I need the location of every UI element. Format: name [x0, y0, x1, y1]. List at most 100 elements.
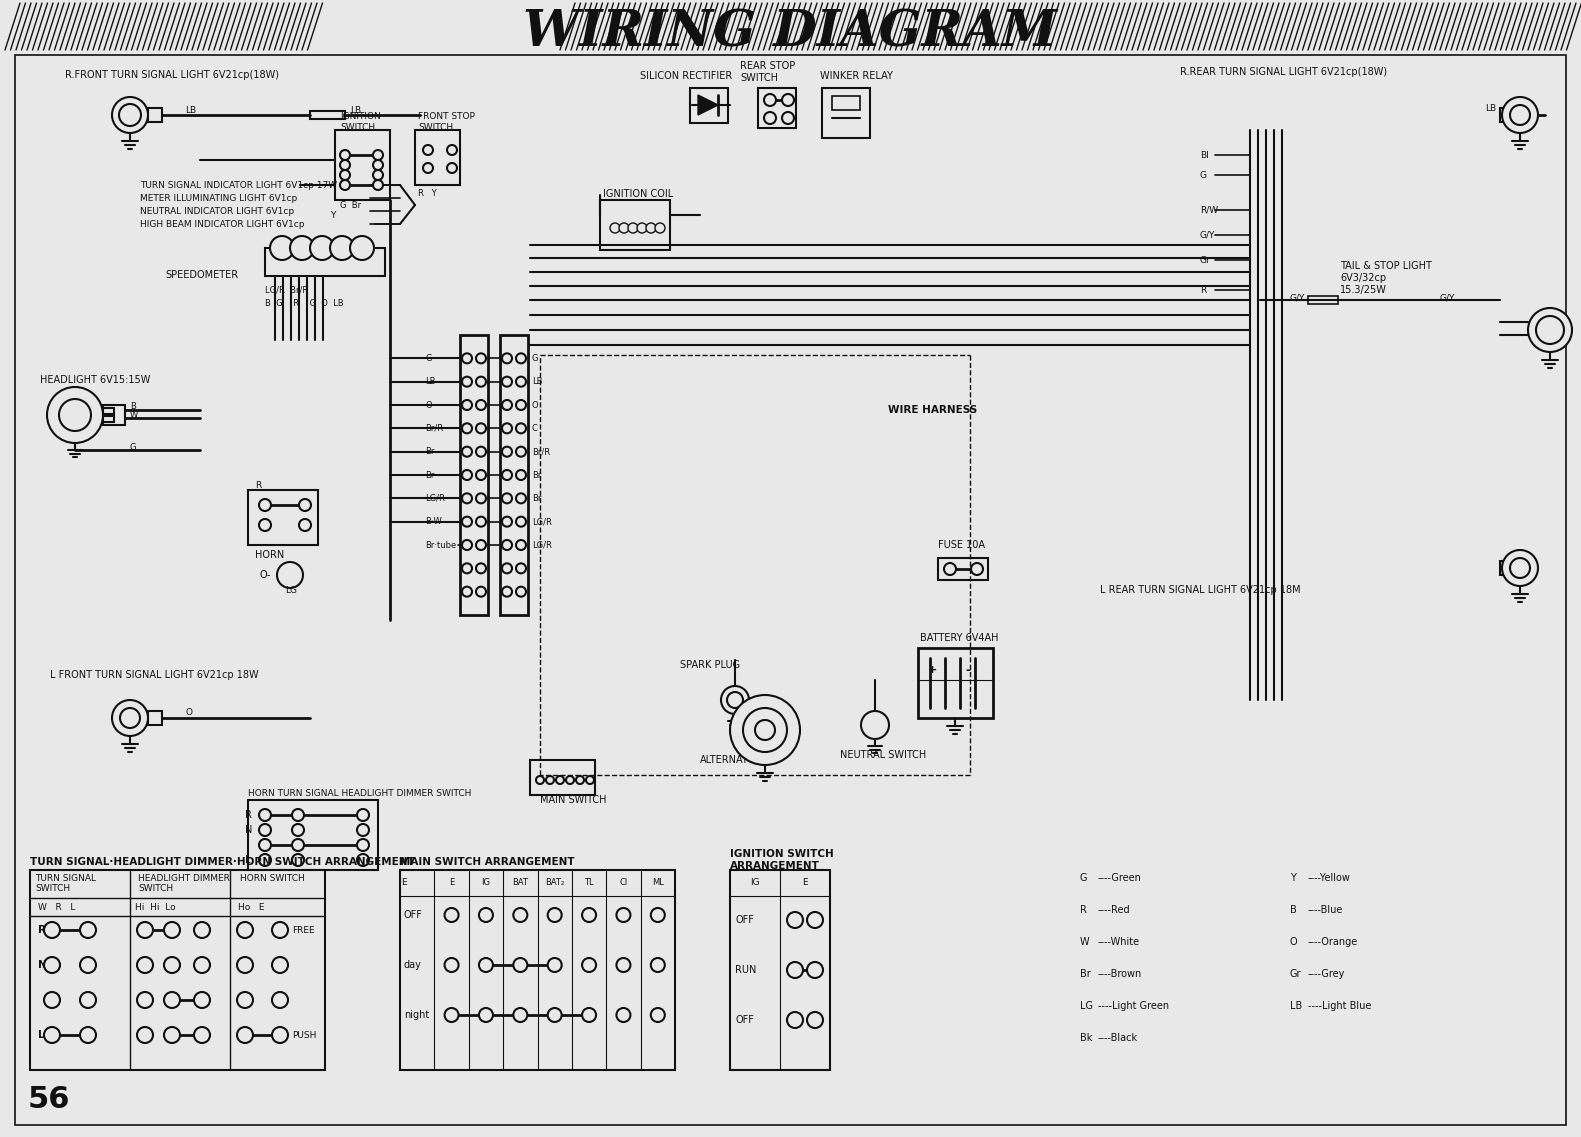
Circle shape	[120, 708, 141, 728]
Circle shape	[515, 354, 526, 364]
Circle shape	[447, 163, 457, 173]
Circle shape	[138, 922, 153, 938]
Circle shape	[582, 1009, 596, 1022]
Circle shape	[272, 1027, 288, 1043]
Text: IG: IG	[751, 878, 760, 887]
Text: Br: Br	[425, 471, 435, 480]
Circle shape	[299, 499, 311, 511]
Text: G: G	[1080, 873, 1088, 883]
Circle shape	[721, 686, 749, 714]
Circle shape	[547, 1009, 561, 1022]
Circle shape	[292, 824, 304, 836]
Circle shape	[479, 908, 493, 922]
Circle shape	[272, 991, 288, 1009]
Circle shape	[237, 922, 253, 938]
Text: O: O	[531, 400, 539, 409]
Text: R/W: R/W	[1200, 206, 1217, 215]
Text: ----Grey: ----Grey	[1307, 969, 1345, 979]
Circle shape	[479, 958, 493, 972]
Text: HEADLIGHT 6V15:15W: HEADLIGHT 6V15:15W	[40, 375, 150, 385]
Circle shape	[617, 908, 631, 922]
Bar	[414, 130, 460, 185]
Circle shape	[575, 775, 583, 785]
Bar	[149, 711, 161, 725]
Text: PUSH: PUSH	[292, 1030, 316, 1039]
Text: -: -	[964, 664, 971, 677]
Text: +: +	[928, 665, 938, 675]
Text: OFF: OFF	[735, 1015, 754, 1024]
Text: LG/R: LG/R	[531, 540, 552, 549]
Circle shape	[444, 908, 458, 922]
Circle shape	[536, 775, 544, 785]
Circle shape	[783, 113, 794, 124]
Circle shape	[194, 922, 210, 938]
Circle shape	[503, 563, 512, 573]
Text: N: N	[245, 825, 253, 835]
Circle shape	[164, 1027, 180, 1043]
Circle shape	[503, 540, 512, 550]
Circle shape	[515, 423, 526, 433]
Text: TURN SIGNAL INDICATOR LIGHT 6V1cp 17W: TURN SIGNAL INDICATOR LIGHT 6V1cp 17W	[141, 181, 337, 190]
Circle shape	[44, 1027, 60, 1043]
Circle shape	[566, 775, 574, 785]
Circle shape	[806, 1012, 824, 1028]
Text: E: E	[802, 878, 808, 887]
Circle shape	[547, 908, 561, 922]
Circle shape	[58, 399, 92, 431]
Circle shape	[514, 908, 528, 922]
Text: 56: 56	[28, 1086, 71, 1114]
Circle shape	[514, 1009, 528, 1022]
Text: BAT: BAT	[512, 878, 528, 887]
Circle shape	[237, 991, 253, 1009]
Text: B: B	[1290, 905, 1296, 915]
Text: R: R	[1200, 285, 1206, 294]
Bar	[601, 200, 670, 250]
Circle shape	[138, 1027, 153, 1043]
Circle shape	[582, 958, 596, 972]
Text: NEUTRAL INDICATOR LIGHT 6V1cp: NEUTRAL INDICATOR LIGHT 6V1cp	[141, 207, 294, 216]
Text: Hi  Hi  Lo: Hi Hi Lo	[134, 903, 175, 912]
Circle shape	[340, 171, 349, 180]
Circle shape	[476, 354, 485, 364]
Text: G: G	[425, 354, 432, 363]
Text: E: E	[449, 878, 454, 887]
Circle shape	[514, 958, 528, 972]
Circle shape	[628, 223, 639, 233]
Text: SPEEDOMETER: SPEEDOMETER	[164, 269, 239, 280]
Text: G: G	[531, 354, 539, 363]
Circle shape	[783, 94, 794, 106]
Circle shape	[515, 470, 526, 480]
Text: Br: Br	[531, 493, 541, 503]
Bar	[730, 870, 830, 1070]
Text: R: R	[1080, 905, 1086, 915]
Text: RUN: RUN	[735, 965, 756, 976]
Circle shape	[112, 97, 149, 133]
Circle shape	[503, 400, 512, 410]
Text: TURN SIGNAL·HEADLIGHT DIMMER·HORN SWITCH ARRANGEMENT: TURN SIGNAL·HEADLIGHT DIMMER·HORN SWITCH…	[30, 857, 414, 868]
Circle shape	[447, 146, 457, 155]
Circle shape	[373, 180, 383, 190]
Circle shape	[1502, 97, 1538, 133]
Text: LB: LB	[531, 377, 542, 387]
Text: FUSE 10A: FUSE 10A	[938, 540, 985, 550]
Text: G/Y: G/Y	[1200, 231, 1216, 240]
Text: B  G    R    G  O  LB: B G R G O LB	[266, 299, 343, 307]
Circle shape	[259, 824, 270, 836]
Circle shape	[237, 1027, 253, 1043]
Circle shape	[289, 236, 315, 260]
Text: HORN SWITCH: HORN SWITCH	[240, 873, 305, 882]
Circle shape	[476, 447, 485, 457]
Text: W: W	[130, 410, 138, 420]
Circle shape	[81, 991, 96, 1009]
Text: SILICON RECTIFIER: SILICON RECTIFIER	[640, 70, 732, 81]
Text: TAIL & STOP LIGHT
6V3/32cp
15.3/25W: TAIL & STOP LIGHT 6V3/32cp 15.3/25W	[1341, 262, 1432, 294]
Text: B·W: B·W	[425, 517, 441, 526]
Circle shape	[971, 563, 983, 575]
Circle shape	[237, 957, 253, 973]
Text: G: G	[1200, 171, 1206, 180]
Text: REAR STOP
SWITCH: REAR STOP SWITCH	[740, 61, 795, 83]
Text: ARRANGEMENT: ARRANGEMENT	[730, 861, 821, 871]
Circle shape	[479, 1009, 493, 1022]
Text: Br/R: Br/R	[425, 424, 443, 433]
Text: L: L	[245, 855, 250, 865]
